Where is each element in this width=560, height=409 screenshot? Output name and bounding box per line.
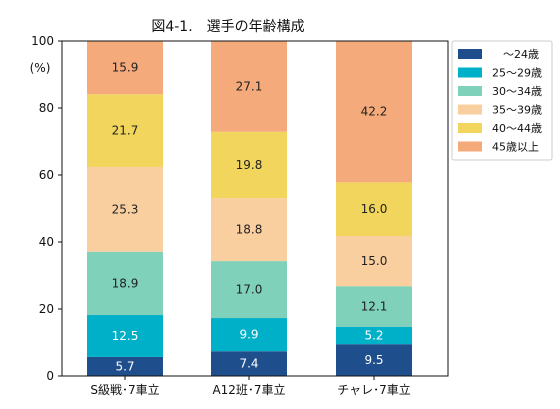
data-label: 16.0 xyxy=(361,202,388,216)
bar-segment xyxy=(87,166,163,252)
data-labels-group: 5.7 12.5 18.9 25.3 21.7 15.9 7.4 9.9 17.0 18.8 19.… xyxy=(112,61,388,374)
data-label: 42.2 xyxy=(361,105,388,119)
data-label: 12.1 xyxy=(361,299,388,313)
y-tick-label: 0 xyxy=(46,369,54,383)
bar-segment xyxy=(336,235,412,287)
data-label: 9.5 xyxy=(364,353,383,367)
bar-segment xyxy=(211,198,287,262)
bar-segment xyxy=(87,94,163,167)
y-tick-label: 20 xyxy=(39,302,54,316)
bars-group xyxy=(87,41,412,376)
legend-label: 40～44歳 xyxy=(492,122,542,135)
axes-group: S級戦･7車立 A12班･7車立 チャレ･7車立 0 20 40 60 80 100 xyxy=(31,34,449,397)
bar-segment xyxy=(211,41,287,132)
legend-label: 45歳以上 xyxy=(492,141,539,154)
legend-swatch xyxy=(458,123,482,133)
y-tick-label: 80 xyxy=(39,101,54,115)
data-label: 7.4 xyxy=(239,357,258,371)
x-tick-label: チャレ･7車立 xyxy=(337,382,411,397)
data-label: 5.7 xyxy=(115,359,134,373)
legend-swatch xyxy=(458,104,482,115)
plot-frame xyxy=(61,40,449,377)
bar-segment xyxy=(336,41,412,183)
y-tick-label: 60 xyxy=(39,168,54,182)
bar-segment xyxy=(336,286,412,327)
data-label: 19.8 xyxy=(236,158,263,172)
bar-segment xyxy=(336,344,412,376)
bar-segment xyxy=(336,182,412,236)
legend-label: 30～34歳 xyxy=(492,85,542,98)
bar-segment xyxy=(87,251,163,316)
data-label: 5.2 xyxy=(364,328,383,342)
legend-label: 35～39歳 xyxy=(492,104,542,117)
y-tick-label: 40 xyxy=(39,235,54,249)
bar-segment xyxy=(87,315,163,357)
x-tick-label: S級戦･7車立 xyxy=(90,382,159,397)
legend-label: ～24歳 xyxy=(492,48,539,61)
legend: ～24歳 25～29歳 30～34歳 35～39歳 40～44歳 45歳以上 xyxy=(451,40,553,161)
bar-segment xyxy=(336,326,412,345)
data-label: 15.9 xyxy=(112,61,139,75)
data-label: 17.0 xyxy=(236,283,263,297)
bar-segment xyxy=(87,41,163,95)
legend-swatch xyxy=(458,86,482,96)
data-label: 18.9 xyxy=(112,276,139,290)
data-label: 18.8 xyxy=(236,223,263,237)
bar-segment xyxy=(211,351,287,376)
data-label: 15.0 xyxy=(361,254,388,268)
x-tick-label: A12班･7車立 xyxy=(212,382,285,397)
bar-segment xyxy=(87,356,163,376)
bar-segment xyxy=(211,318,287,352)
data-label: 12.5 xyxy=(112,329,139,343)
bar-segment xyxy=(211,261,287,319)
legend-swatch xyxy=(458,141,482,152)
legend-swatch xyxy=(458,49,482,59)
legend-swatch xyxy=(458,67,482,78)
legend-label: 25～29歳 xyxy=(492,67,542,80)
bar-segment xyxy=(211,131,287,199)
data-label: 9.9 xyxy=(239,328,258,342)
data-label: 27.1 xyxy=(236,79,263,93)
y-tick-label: 100 xyxy=(31,34,54,48)
chart-title: 図4-1. 選手の年齢構成 xyxy=(151,19,304,35)
y-axis-unit-label: (%) xyxy=(30,61,51,75)
data-label: 25.3 xyxy=(112,202,139,216)
data-label: 21.7 xyxy=(112,124,139,138)
